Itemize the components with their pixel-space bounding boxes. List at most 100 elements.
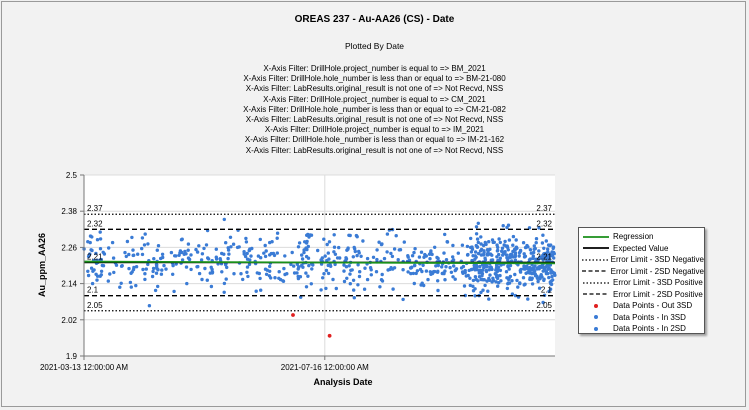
data-point-in-sd [228, 235, 233, 239]
data-point-in-sd [471, 254, 475, 258]
data-point-in-sd [140, 252, 145, 257]
data-point-in-sd [528, 248, 533, 252]
data-point-in-sd [545, 259, 549, 263]
legend-item: Regression [579, 231, 704, 243]
data-point-in-sd [494, 280, 498, 284]
data-point-in-sd [275, 236, 279, 240]
data-point-in-sd [296, 245, 301, 249]
data-point-in-sd [392, 247, 397, 251]
legend-label: Error Limit - 3SD Positive [613, 278, 703, 288]
legend-swatch-icon [579, 280, 613, 286]
data-point-in-sd [324, 286, 328, 291]
data-point-in-sd [344, 257, 349, 261]
data-point-in-sd [543, 255, 547, 259]
data-point-in-sd [505, 256, 509, 260]
data-point-in-sd [263, 254, 268, 259]
data-point-in-sd [283, 254, 287, 258]
data-point-in-sd [545, 271, 549, 275]
filter-line: X-Axis Filter: DrillHole.project_number … [263, 64, 486, 73]
data-point-in-sd [537, 286, 542, 290]
data-point-in-sd [440, 265, 444, 269]
legend-swatch-icon [579, 291, 613, 297]
data-point-in-sd [331, 277, 335, 282]
data-point-in-sd [424, 269, 429, 273]
data-point-in-sd [471, 284, 475, 288]
reference-label-right: 2.1 [541, 286, 553, 295]
data-point-in-sd [154, 271, 159, 275]
data-point-in-sd [227, 252, 231, 256]
data-point-in-sd [445, 240, 449, 244]
data-point-in-sd [469, 250, 474, 254]
data-point-in-sd [451, 275, 455, 279]
legend-item: Error Limit - 2SD Positive [579, 289, 704, 301]
data-point-in-sd [352, 245, 356, 250]
data-point-in-sd [222, 290, 226, 294]
data-point-in-sd [232, 272, 236, 276]
data-point-in-sd [156, 244, 161, 248]
data-point-in-sd [164, 267, 168, 271]
data-point-in-sd [551, 278, 555, 282]
y-tick-label: 2.14 [61, 280, 77, 289]
legend-item: Expected Value [579, 243, 704, 255]
data-point-in-sd [401, 268, 405, 272]
data-point-in-sd [485, 279, 489, 283]
data-point-in-sd [534, 241, 538, 245]
data-point-in-sd [111, 256, 116, 260]
data-point-in-sd [185, 281, 189, 286]
data-point-in-sd [209, 284, 214, 289]
data-point-in-sd [174, 254, 178, 258]
data-point-in-sd [99, 269, 104, 273]
data-point-in-sd [300, 257, 305, 261]
data-point-in-sd [156, 268, 160, 272]
data-point-in-sd [355, 253, 359, 258]
data-point-in-sd [444, 258, 449, 262]
data-point-in-sd [433, 245, 437, 249]
data-point-in-sd [184, 252, 188, 256]
data-point-in-sd [86, 269, 90, 273]
data-point-in-sd [413, 263, 417, 268]
data-point-in-sd [496, 274, 500, 278]
data-point-in-sd [134, 265, 139, 269]
data-point-in-sd [95, 274, 100, 278]
data-point-in-sd [337, 245, 341, 250]
data-point-in-sd [486, 253, 490, 257]
data-point-in-sd [147, 304, 152, 308]
data-point-in-sd [443, 232, 447, 237]
data-point-in-sd [535, 276, 540, 280]
data-point-in-sd [453, 268, 457, 273]
data-point-in-sd [508, 263, 513, 268]
data-point-in-sd [503, 239, 507, 244]
data-point-in-sd [333, 262, 337, 267]
data-point-in-sd [277, 270, 281, 274]
filter-line: X-Axis Filter: LabResults.original_resul… [245, 145, 504, 155]
data-point-in-sd [249, 254, 253, 258]
data-point-in-sd [275, 251, 279, 255]
data-point-in-sd [305, 239, 309, 244]
data-point-in-sd [298, 275, 303, 279]
data-point-in-sd [487, 276, 491, 281]
data-point-in-sd [436, 279, 440, 283]
data-point-in-sd [380, 272, 384, 277]
data-point-in-sd [497, 252, 501, 257]
data-point-in-sd [468, 245, 473, 250]
data-point-in-sd [412, 281, 416, 286]
data-point-in-sd [134, 283, 138, 288]
data-point-in-sd [356, 283, 360, 287]
data-point-in-sd [504, 270, 509, 274]
data-point-in-sd [475, 237, 480, 241]
data-point-in-sd [411, 271, 416, 276]
data-point-in-sd [98, 247, 103, 251]
data-point-in-sd [156, 284, 160, 289]
data-point-in-sd [492, 240, 496, 244]
data-point-in-sd [283, 272, 287, 277]
data-point-in-sd [262, 251, 266, 255]
data-point-in-sd [369, 273, 373, 277]
chart-subtitle: Plotted By Date [344, 41, 405, 51]
data-point-in-sd [374, 270, 379, 274]
data-point-in-sd [551, 245, 556, 249]
data-point-in-sd [521, 241, 526, 245]
data-point-in-sd [196, 264, 200, 269]
data-point-in-sd [479, 290, 483, 295]
data-point-in-sd [248, 247, 252, 251]
data-point-in-sd [365, 256, 370, 261]
